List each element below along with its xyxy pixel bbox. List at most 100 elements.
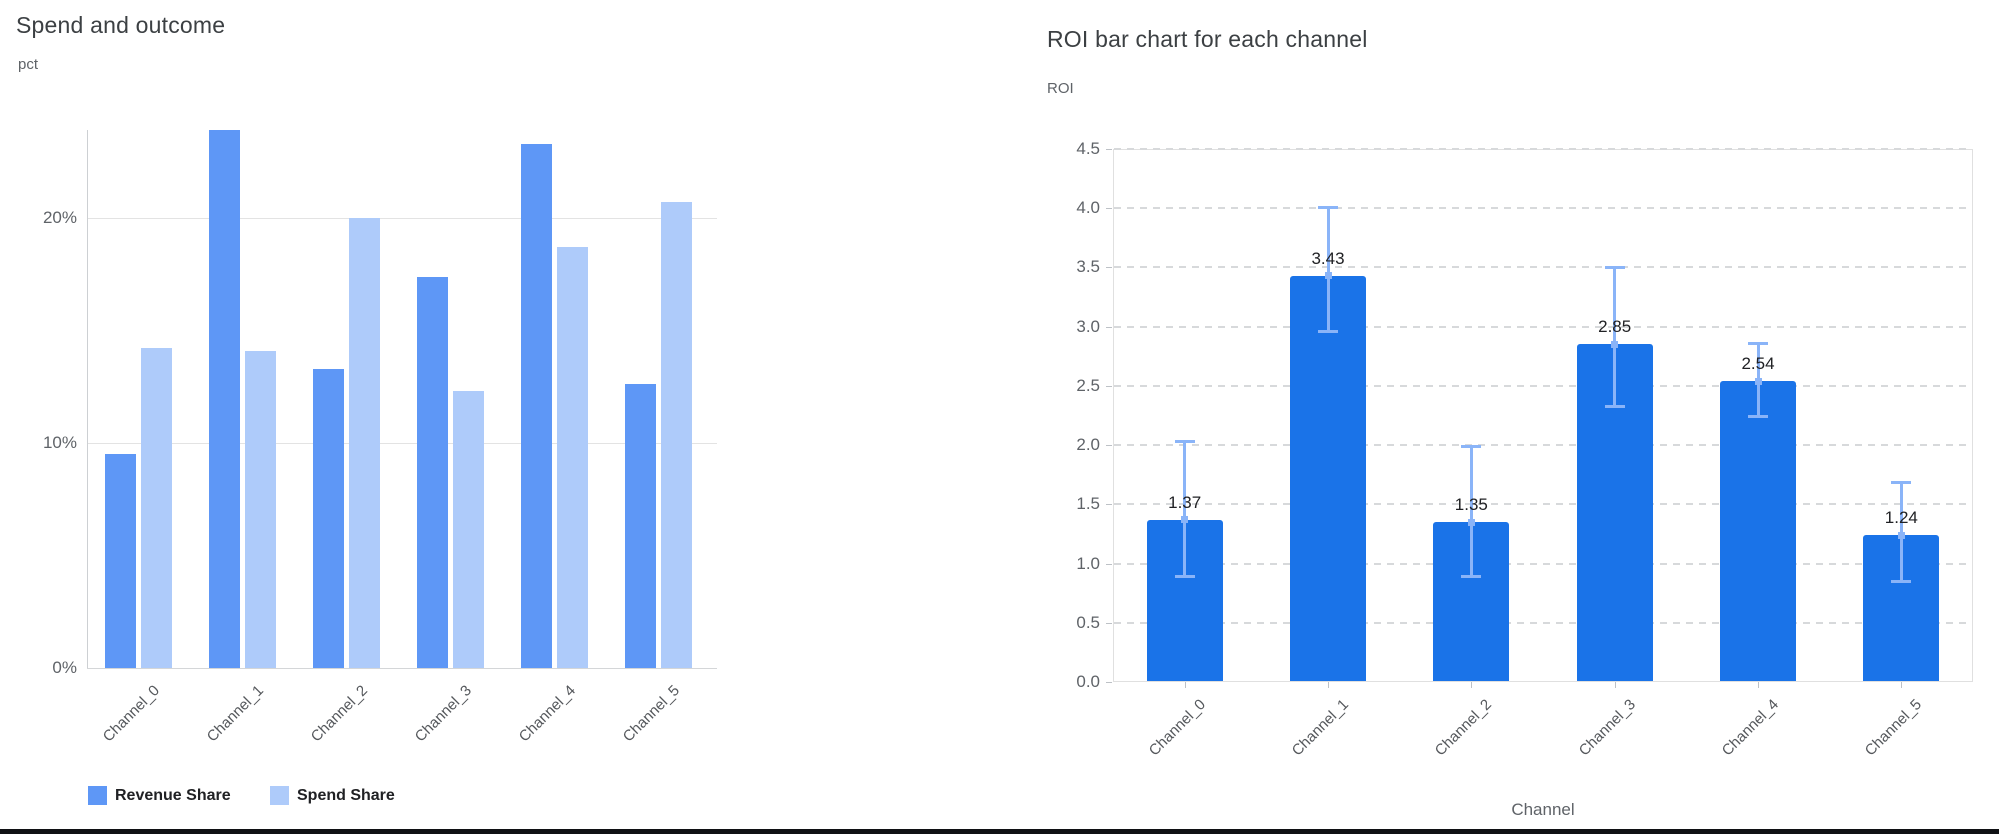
roi-gridline-4.0: [1114, 207, 1972, 210]
revenue-share-swatch-icon: [88, 786, 107, 805]
roi-error-line-channel_5: [1899, 480, 1903, 583]
roi-value-label-channel_1: 3.43: [1311, 248, 1345, 268]
bar-spend-share-channel_5[interactable]: [661, 202, 692, 668]
roi-value-label-channel_2: 1.35: [1454, 495, 1488, 515]
left-xtick-channel_1: Channel_1: [203, 682, 267, 746]
roi-error-line-channel_0: [1183, 440, 1187, 578]
roi-xtick-channel_3: Channel_3: [1575, 696, 1639, 760]
roi-xtick-channel_4: Channel_4: [1718, 696, 1783, 760]
bar-spend-share-channel_0[interactable]: [141, 348, 172, 668]
roi-ytick-mark-3.0: [1106, 326, 1112, 328]
left-y-axis-line: [87, 130, 88, 668]
roi-ytick-0.0: 0.0: [1076, 672, 1100, 691]
roi-bar-channel_1[interactable]: [1290, 275, 1366, 681]
roi-error-cap-bottom-channel_3: [1604, 405, 1625, 409]
roi-error-line-channel_2: [1469, 445, 1473, 578]
bar-revenue-share-channel_2[interactable]: [313, 369, 344, 668]
roi-error-cap-top-channel_4: [1748, 342, 1768, 346]
roi-bar-channel_4[interactable]: [1720, 381, 1796, 681]
roi-error-cap-bottom-channel_0: [1174, 574, 1195, 578]
roi-error-mean-marker-channel_5: [1897, 531, 1905, 539]
spend-outcome-y-unit-label: pct: [18, 56, 39, 73]
bar-spend-share-channel_3[interactable]: [453, 391, 484, 668]
roi-error-line-channel_1: [1326, 205, 1330, 333]
roi-error-cap-bottom-channel_1: [1318, 329, 1338, 333]
roi-error-cap-bottom-channel_5: [1891, 579, 1912, 583]
roi-gridline-1.0: [1114, 562, 1972, 565]
roi-y-unit-label: ROI: [1047, 80, 1074, 97]
roi-error-cap-top-channel_2: [1461, 445, 1482, 449]
spend-share-swatch-icon: [270, 786, 289, 805]
left-xtick-channel_2: Channel_2: [307, 682, 371, 746]
left-ytick-10%: 10%: [42, 433, 77, 452]
roi-ytick-3.0: 3.0: [1076, 316, 1100, 336]
roi-gridline-4.5: [1114, 148, 1972, 150]
bar-revenue-share-channel_5[interactable]: [625, 384, 656, 668]
roi-ytick-mark-1.5: [1106, 504, 1112, 506]
roi-xtick-mark-channel_5: [1901, 682, 1903, 688]
bar-revenue-share-channel_4[interactable]: [521, 144, 552, 668]
roi-error-cap-top-channel_3: [1604, 266, 1625, 270]
bar-spend-share-channel_4[interactable]: [557, 247, 588, 668]
window-bottom-edge: [0, 829, 1999, 834]
roi-xtick-mark-channel_1: [1328, 682, 1329, 688]
roi-error-cap-bottom-channel_4: [1748, 414, 1768, 418]
roi-value-label-channel_4: 2.54: [1741, 354, 1775, 374]
roi-ytick-2.5: 2.5: [1076, 375, 1100, 395]
roi-chart-title: ROI bar chart for each channel: [1047, 26, 1368, 52]
roi-gridline-0.5: [1114, 621, 1972, 624]
left-xtick-channel_0: Channel_0: [99, 682, 163, 746]
left-xtick-channel_5: Channel_5: [619, 682, 683, 746]
roi-x-axis-title: Channel: [1511, 800, 1575, 819]
roi-ytick-mark-2.5: [1106, 385, 1112, 387]
roi-xtick-channel_0: Channel_0: [1145, 696, 1209, 760]
roi-ytick-mark-4.5: [1106, 149, 1112, 150]
roi-ytick-1.5: 1.5: [1076, 494, 1100, 514]
roi-xtick-channel_1: Channel_1: [1288, 696, 1353, 760]
left-xtick-channel_3: Channel_3: [411, 682, 475, 746]
roi-ytick-mark-1.0: [1106, 563, 1112, 565]
bar-revenue-share-channel_3[interactable]: [417, 277, 448, 668]
roi-ytick-0.5: 0.5: [1076, 612, 1100, 632]
roi-error-cap-top-channel_5: [1891, 480, 1912, 484]
bar-spend-share-channel_1[interactable]: [245, 351, 276, 668]
spend-outcome-chart-title: Spend and outcome: [16, 12, 226, 38]
roi-xtick-mark-channel_2: [1471, 682, 1473, 688]
roi-plot-border: [1113, 149, 1973, 682]
roi-ytick-mark-0.0: [1106, 682, 1112, 683]
roi-error-cap-top-channel_1: [1318, 205, 1338, 209]
roi-ytick-3.5: 3.5: [1076, 257, 1100, 277]
left-ytick-0%: 0%: [52, 658, 77, 677]
roi-value-label-channel_3: 2.85: [1598, 317, 1632, 337]
legend-spend-share[interactable]: Spend Share: [270, 786, 395, 805]
roi-ytick-mark-0.5: [1106, 622, 1112, 624]
roi-ytick-2.0: 2.0: [1076, 435, 1100, 455]
roi-xtick-channel_5: Channel_5: [1862, 696, 1926, 760]
roi-error-line-channel_3: [1613, 266, 1617, 409]
roi-xtick-mark-channel_3: [1614, 682, 1616, 688]
left-ytick-20%: 20%: [42, 208, 77, 227]
left-xtick-channel_4: Channel_4: [515, 682, 579, 746]
roi-error-mean-marker-channel_3: [1611, 340, 1619, 348]
left-gridline-0%: [87, 668, 717, 669]
roi-error-cap-top-channel_0: [1174, 440, 1195, 444]
roi-gridline-1.5: [1114, 503, 1972, 506]
roi-ytick-4.5: 4.5: [1076, 139, 1100, 158]
bar-revenue-share-channel_0[interactable]: [105, 454, 136, 668]
roi-error-mean-marker-channel_4: [1754, 377, 1762, 385]
roi-ytick-1.0: 1.0: [1076, 553, 1100, 573]
roi-error-mean-marker-channel_2: [1467, 518, 1475, 526]
roi-ytick-mark-4.0: [1106, 208, 1112, 210]
bar-spend-share-channel_2[interactable]: [349, 218, 380, 668]
roi-ytick-4.0: 4.0: [1076, 198, 1100, 218]
roi-value-label-channel_5: 1.24: [1884, 508, 1918, 528]
bar-revenue-share-channel_1[interactable]: [209, 130, 240, 668]
roi-ytick-mark-2.0: [1106, 445, 1112, 447]
roi-xtick-mark-channel_4: [1758, 682, 1759, 688]
roi-gridline-2.5: [1114, 384, 1972, 387]
spend-share-legend-label: Spend Share: [297, 786, 395, 804]
roi-error-cap-bottom-channel_2: [1461, 574, 1482, 578]
roi-ytick-mark-3.5: [1106, 267, 1112, 269]
legend-revenue-share[interactable]: Revenue Share: [88, 786, 231, 805]
